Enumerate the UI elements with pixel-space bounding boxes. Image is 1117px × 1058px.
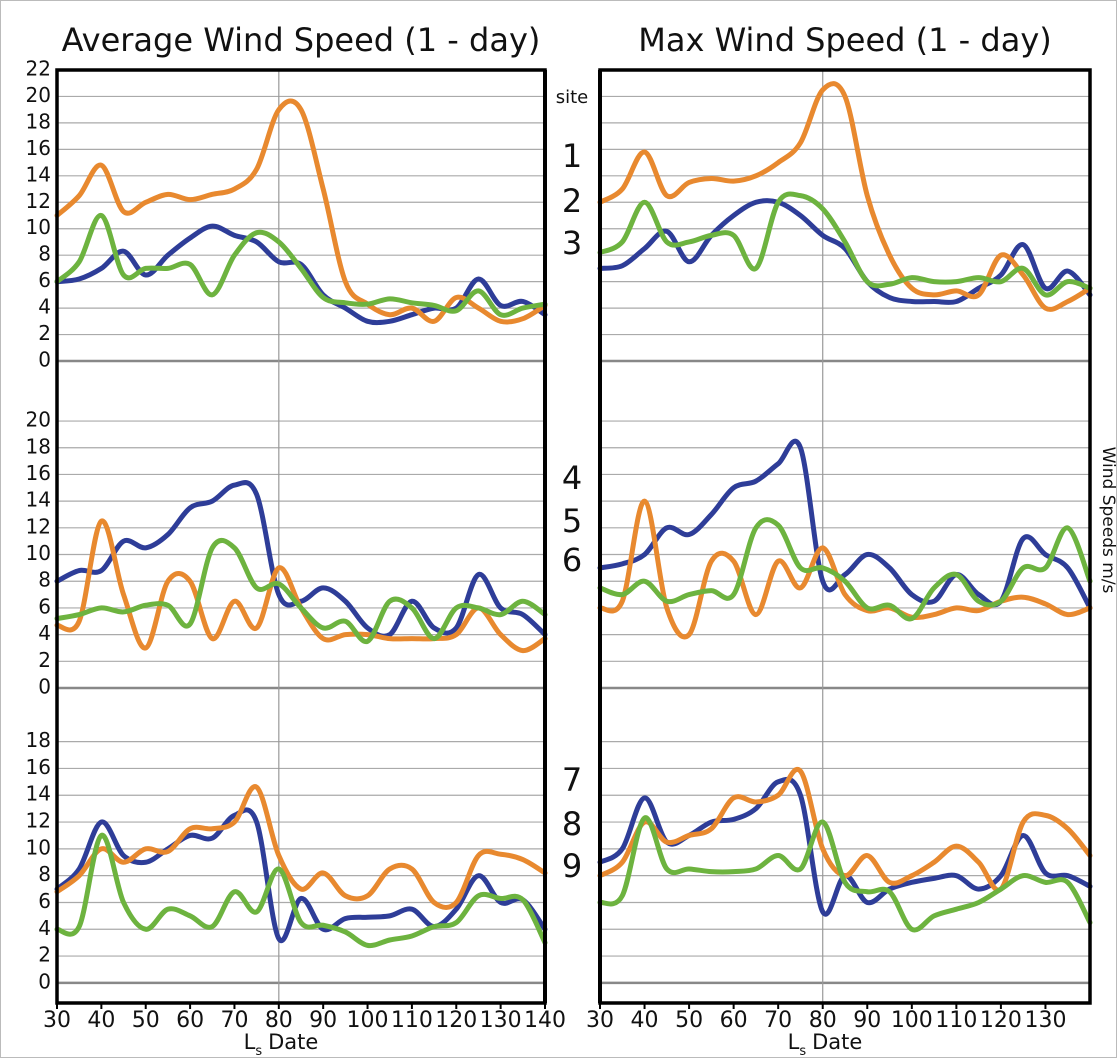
series-line — [54, 807, 548, 944]
legend-entry: 1 — [562, 137, 582, 175]
x-label-subscript: s — [255, 1044, 262, 1058]
x-label-symbol: L — [788, 1030, 800, 1054]
series-line — [597, 815, 1093, 933]
y-tick-label: 4 — [38, 295, 51, 319]
legend-entry: 3 — [562, 224, 582, 262]
legend-entry: 8 — [562, 805, 582, 843]
x-tick-label: 30 — [43, 1008, 71, 1033]
x-tick-label: 80 — [809, 1008, 837, 1033]
y-tick-label: 2 — [38, 648, 51, 672]
x-label-symbol: L — [244, 1030, 256, 1054]
x-tick-label: 80 — [265, 1008, 293, 1033]
y-tick-label: 12 — [26, 514, 51, 538]
y-tick-label: 18 — [26, 434, 51, 458]
series-line — [54, 832, 548, 949]
x-tick-label: 50 — [675, 1008, 703, 1033]
chart-title: Max Wind Speed (1 - day) — [638, 21, 1051, 59]
y-tick-label: 2 — [38, 321, 51, 345]
x-tick-label: 120 — [435, 1008, 477, 1033]
x-axis-label: Ls Date — [244, 1030, 319, 1058]
series-line — [54, 784, 548, 910]
x-tick-label: 40 — [631, 1008, 659, 1033]
series-line — [54, 98, 548, 325]
y-tick-label: 10 — [26, 541, 51, 565]
x-tick-label: 90 — [853, 1008, 881, 1033]
series-line — [54, 213, 548, 318]
y-tick-label: 10 — [26, 215, 51, 239]
y-tick-label: 14 — [26, 488, 51, 512]
site-strip — [545, 70, 600, 1003]
x-label-text: Date — [268, 1030, 318, 1054]
y-tick-label: 12 — [26, 189, 51, 213]
y-tick-label: 14 — [26, 162, 51, 186]
legend-entry: 2 — [562, 182, 582, 220]
x-tick-label: 30 — [586, 1008, 614, 1033]
y-tick-label: 8 — [38, 862, 51, 886]
x-axis-label: Ls Date — [788, 1030, 863, 1058]
y-tick-label: 12 — [26, 809, 51, 833]
legend-entry: 6 — [562, 541, 582, 579]
series-line — [597, 438, 1093, 611]
y-tick-label: 0 — [38, 675, 51, 699]
legend-entry: 9 — [562, 847, 582, 885]
y-tick-label: 0 — [38, 348, 51, 372]
x-tick-label: 60 — [720, 1008, 748, 1033]
series-line — [597, 198, 1093, 305]
site-label: site — [556, 87, 589, 108]
x-tick-label: 70 — [764, 1008, 792, 1033]
y-tick-label: 2 — [38, 943, 51, 967]
x-tick-label: 40 — [87, 1008, 115, 1033]
y-tick-label: 6 — [38, 889, 51, 913]
y-tick-label: 16 — [26, 755, 51, 779]
y-tick-label: 6 — [38, 268, 51, 292]
y-tick-label: 4 — [38, 621, 51, 645]
y-axis-label: Wind Speeds m/s — [1098, 447, 1117, 594]
x-tick-label: 110 — [391, 1008, 433, 1033]
x-label-text: Date — [812, 1030, 862, 1054]
x-tick-label: 100 — [347, 1008, 389, 1033]
y-tick-label: 22 — [26, 57, 51, 81]
x-tick-label: 140 — [524, 1008, 566, 1033]
y-tick-label: 14 — [26, 782, 51, 806]
lines-layer — [54, 81, 1093, 949]
series-line — [54, 538, 548, 644]
y-tick-label: 18 — [26, 728, 51, 752]
legend-entry: 7 — [562, 761, 582, 799]
y-tick-label: 6 — [38, 594, 51, 618]
y-tick-label: 20 — [26, 83, 51, 107]
series-line — [597, 191, 1093, 298]
x-tick-label: 70 — [220, 1008, 248, 1033]
y-tick-label: 4 — [38, 916, 51, 940]
legend-entry: 4 — [562, 459, 582, 497]
x-tick-label: 110 — [935, 1008, 977, 1033]
y-tick-label: 18 — [26, 109, 51, 133]
y-tick-label: 10 — [26, 835, 51, 859]
x-tick-label: 130 — [480, 1008, 522, 1033]
y-tick-label: 8 — [38, 242, 51, 266]
legend-entry: 5 — [562, 502, 582, 540]
series-line — [597, 81, 1093, 312]
x-label-subscript: s — [799, 1044, 806, 1058]
x-tick-label: 90 — [309, 1008, 337, 1033]
y-tick-label: 0 — [38, 969, 51, 993]
series-line — [597, 766, 1093, 893]
x-tick-label: 100 — [891, 1008, 933, 1033]
y-tick-label: 20 — [26, 408, 51, 432]
x-tick-label: 130 — [1024, 1008, 1066, 1033]
y-tick-label: 16 — [26, 461, 51, 485]
series-line — [597, 517, 1093, 622]
y-tick-label: 16 — [26, 136, 51, 160]
y-tick-label: 8 — [38, 568, 51, 592]
x-tick-label: 60 — [176, 1008, 204, 1033]
x-tick-label: 50 — [132, 1008, 160, 1033]
x-tick-label: 120 — [980, 1008, 1022, 1033]
chart-title: Average Wind Speed (1 - day) — [62, 21, 541, 59]
